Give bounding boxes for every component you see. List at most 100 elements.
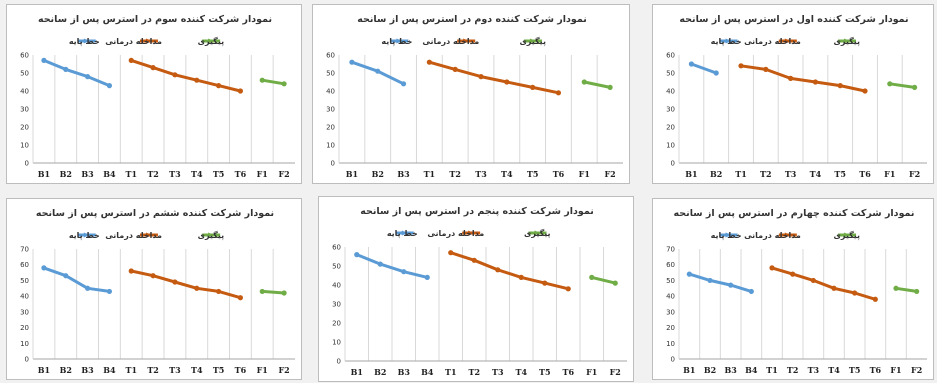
chart-title: نمودار شرکت کننده اول در استرس پس از سان… xyxy=(679,14,908,25)
x-tick-label: B3 xyxy=(398,367,411,377)
data-point xyxy=(106,83,113,89)
data-point xyxy=(354,252,360,258)
data-point xyxy=(471,257,477,263)
legend-entry: مداخله درمانی xyxy=(744,37,801,46)
data-point xyxy=(478,74,484,80)
data-point xyxy=(887,81,893,87)
series-line xyxy=(355,253,429,279)
x-tick-label: T5 xyxy=(213,365,225,375)
x-tick-label: T6 xyxy=(553,169,565,179)
chart-title: نمودار شرکت کننده پنجم در استرس پس از سا… xyxy=(360,206,594,217)
series-line xyxy=(770,266,877,301)
x-tick-label: T5 xyxy=(849,365,861,375)
x-tick-label: T1 xyxy=(766,365,778,375)
x-tick-label: B1 xyxy=(346,169,358,179)
legend-marker xyxy=(844,38,851,44)
data-point xyxy=(837,83,843,89)
series-line xyxy=(427,60,560,95)
y-tick-label: 60 xyxy=(326,52,335,60)
x-tick-label: F2 xyxy=(278,169,289,179)
x-tick-label: T4 xyxy=(515,367,527,377)
legend-entry: مداخله درمانی xyxy=(105,37,162,46)
y-tick-label: 10 xyxy=(666,340,675,348)
legend-label: پیگیری xyxy=(834,36,861,46)
legend-marker xyxy=(208,232,215,238)
x-tick-label: T1 xyxy=(445,367,457,377)
x-tick-label: T3 xyxy=(169,365,181,375)
legend-label: پیگیری xyxy=(524,228,551,238)
data-point xyxy=(426,59,432,65)
y-tick-label: 30 xyxy=(20,308,29,316)
x-tick-label: T3 xyxy=(492,367,504,377)
data-point xyxy=(63,273,69,279)
y-tick-label: 10 xyxy=(20,340,29,348)
y-tick-label: 40 xyxy=(666,293,675,301)
legend-entry: پیگیری xyxy=(519,36,546,46)
data-point xyxy=(555,90,562,96)
y-tick-label: 60 xyxy=(666,52,675,60)
series-line xyxy=(582,80,612,89)
legend-marker xyxy=(145,232,152,238)
x-tick-label: F1 xyxy=(257,169,268,179)
x-tick-label: F1 xyxy=(884,169,895,179)
x-tick-label: B2 xyxy=(710,169,722,179)
chart-title: نمودار شرکت کننده ششم در استرس پس از سان… xyxy=(36,208,274,219)
data-point xyxy=(589,274,595,280)
x-tick-label: T3 xyxy=(169,169,181,179)
series-line xyxy=(888,82,917,89)
line-chart: نمودار شرکت کننده پنجم در استرس پس از سا… xyxy=(332,206,627,377)
legend-entry: خط پایه xyxy=(69,231,100,240)
y-tick-label: 20 xyxy=(666,324,675,332)
legend-entry: خط پایه xyxy=(69,37,100,46)
legend-label: مداخله درمانی xyxy=(105,37,162,46)
legend-label: مداخله درمانی xyxy=(105,231,162,240)
x-tick-label: T4 xyxy=(191,365,203,375)
x-tick-label: B4 xyxy=(421,367,434,377)
legend-marker xyxy=(784,232,791,238)
data-point xyxy=(893,285,899,291)
legend-label: خط پایه xyxy=(69,231,100,240)
x-tick-label: T1 xyxy=(735,169,747,179)
line-chart: نمودار شرکت کننده ششم در استرس پس از سان… xyxy=(20,208,295,375)
y-tick-label: 60 xyxy=(666,261,675,269)
legend-marker xyxy=(83,38,90,44)
x-tick-label: B1 xyxy=(38,365,50,375)
x-tick-label: B3 xyxy=(397,169,410,179)
x-tick-label: F1 xyxy=(586,367,597,377)
data-point xyxy=(686,271,692,277)
x-tick-label: T2 xyxy=(147,169,159,179)
legend-entry: مداخله درمانی xyxy=(427,229,484,238)
x-tick-label: B2 xyxy=(374,367,386,377)
x-tick-label: T2 xyxy=(787,365,799,375)
data-point xyxy=(707,277,713,284)
chart-title: نمودار شرکت کننده دوم در استرس پس از سان… xyxy=(357,14,587,25)
y-tick-label: 0 xyxy=(25,356,29,364)
y-tick-label: 20 xyxy=(20,124,29,132)
line-chart: نمودار شرکت کننده سوم در استرس پس از سان… xyxy=(20,14,295,179)
x-tick-label: T5 xyxy=(527,169,539,179)
series-line xyxy=(42,58,111,88)
y-tick-label: 40 xyxy=(20,88,29,96)
data-point xyxy=(259,288,265,295)
y-tick-label: 40 xyxy=(20,293,29,301)
data-point xyxy=(281,81,287,87)
data-point xyxy=(259,77,265,83)
data-point xyxy=(63,66,69,72)
y-tick-label: 40 xyxy=(332,282,341,290)
data-point xyxy=(172,279,178,285)
x-tick-label: F2 xyxy=(610,367,621,377)
legend-marker xyxy=(83,232,90,238)
data-point xyxy=(377,261,383,267)
y-tick-label: 0 xyxy=(337,358,341,366)
y-tick-label: 30 xyxy=(666,106,675,114)
series-line xyxy=(894,286,919,293)
data-point xyxy=(728,282,734,288)
y-tick-label: 40 xyxy=(666,88,675,96)
chart-panel: نمودار شرکت کننده دوم در استرس پس از سان… xyxy=(312,4,630,184)
legend-entry: پیگیری xyxy=(834,230,861,240)
series-line xyxy=(42,266,111,293)
legend-label: پیگیری xyxy=(198,36,225,46)
data-point xyxy=(912,84,918,90)
x-tick-label: T1 xyxy=(125,365,137,375)
chart-title: نمودار شرکت کننده چهارم در استرس پس از س… xyxy=(674,208,915,219)
